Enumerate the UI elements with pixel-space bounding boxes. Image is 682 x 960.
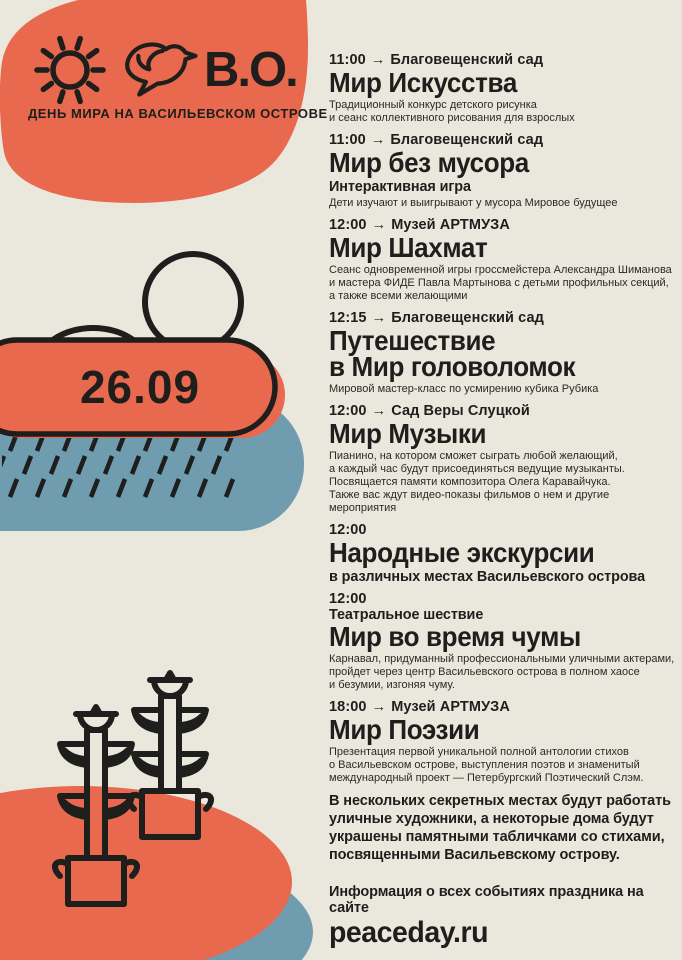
coral-island-blob [0,786,292,960]
sun-icon [34,35,106,105]
event-title: Мир Поэзии [329,714,480,745]
event-location: Музей АРТМУЗА [391,699,510,715]
event-pre-subtitle: Театральное шествие [329,606,484,623]
event-time: 11:00 [329,52,366,68]
arrow-icon: → [370,52,386,68]
event: 12:00 → Сад Веры Слуцкой Мир Музыки Пиан… [329,403,677,515]
event-description: Презентация первой уникальной полной ант… [329,746,644,784]
event-title: Мир Шахмат [329,232,488,263]
rostral-column-left [51,704,141,907]
event: 12:00 Народные экскурсии в различных мес… [329,522,677,584]
event-location: Благовещенский сад [390,52,544,68]
event-time-line: 12:00 [329,522,677,538]
event-title: Мир без мусора [329,147,529,178]
event-time: 18:00 [329,699,367,715]
event-time-line: 12:00 → Музей АРТМУЗА [329,217,677,233]
schedule: 11:00 → Благовещенский сад Мир Искусства… [329,0,677,950]
event: 11:00 → Благовещенский сад Мир без мусор… [329,132,677,210]
cloud-bump-big [142,251,244,353]
event-time: 11:00 [329,132,366,148]
event-title: Народные экскурсии [329,537,595,568]
event-time-line: 11:00 → Благовещенский сад [329,132,677,148]
event-title: Мир Искусства [329,67,517,98]
event-description: Традиционный конкурс детского рисунка и … [329,99,575,124]
event-title: Мир во время чумы [329,621,581,652]
event-time: 12:00 [329,217,367,233]
date-badge: 26.09 [80,361,200,413]
rain-dashes [2,433,238,501]
arrow-icon: → [370,132,386,148]
event: 18:00 → Музей АРТМУЗА Мир Поэзии Презент… [329,699,677,785]
event-time: 12:15 [329,310,367,326]
event-description: Сеанс одновременной игры гроссмейстера А… [329,264,672,302]
brand-text: B.O. [204,43,299,97]
event-time: 12:00 [329,591,367,607]
event-location: Благовещенский сад [390,132,544,148]
cloud-rain-illustration: 26.09 [0,251,304,531]
event: 11:00 → Благовещенский сад Мир Искусства… [329,52,677,125]
event-time: 12:00 [329,403,367,419]
event-subtitle: Интерактивная игра [329,178,471,195]
arrow-icon: → [371,217,387,233]
event-location: Сад Веры Слуцкой [391,403,530,419]
footer-note: В нескольких секретных местах будут рабо… [329,793,671,863]
event-subtitle: в различных местах Васильевского острова [329,568,646,585]
dove-icon [125,42,198,97]
event-time-line: 12:15 → Благовещенский сад [329,310,677,326]
event: 12:15 → Благовещенский сад Путешествие в… [329,310,677,396]
logo: B.O. ДЕНЬ МИРА НА ВАСИЛЬЕВСКОМ ОСТРОВЕ [0,0,330,210]
event-description: Карнавал, придуманный профессиональными … [329,653,675,691]
arrow-icon: → [371,310,387,326]
event: 12:00 Театральное шествие Мир во время ч… [329,591,677,692]
event-time-line: 12:00 → Сад Веры Слуцкой [329,403,677,419]
event-description: Мировой мастер-класс по усмирению кубика… [329,383,599,395]
event-time-line: 11:00 → Благовещенский сад [329,52,677,68]
event-description: Пианино, на котором сможет сыграть любой… [329,450,625,514]
event-time: 12:00 [329,522,367,538]
event-time-line: 12:00 [329,591,677,607]
arrow-icon: → [371,403,387,419]
rostral-column-right [125,670,215,840]
cloud-body [0,337,278,437]
rostral-columns-illustration [0,670,313,960]
event-title: Путешествие в Мир головоломок [329,325,576,382]
event-time-line: 18:00 → Музей АРТМУЗА [329,699,677,715]
arrow-icon: → [371,699,387,715]
event-title: Мир Музыки [329,418,487,449]
event-location: Музей АРТМУЗА [391,217,510,233]
tagline: ДЕНЬ МИРА НА ВАСИЛЬЕВСКОМ ОСТРОВЕ [28,106,328,121]
event-description: Дети изучают и выигрывают у мусора Миров… [329,197,618,209]
website-url: peaceday.ru [329,916,489,949]
event: 12:00 → Музей АРТМУЗА Мир Шахмат Сеанс о… [329,217,677,303]
event-location: Благовещенский сад [391,310,544,326]
footer-info: Информация о всех событиях праздника на … [329,884,644,916]
